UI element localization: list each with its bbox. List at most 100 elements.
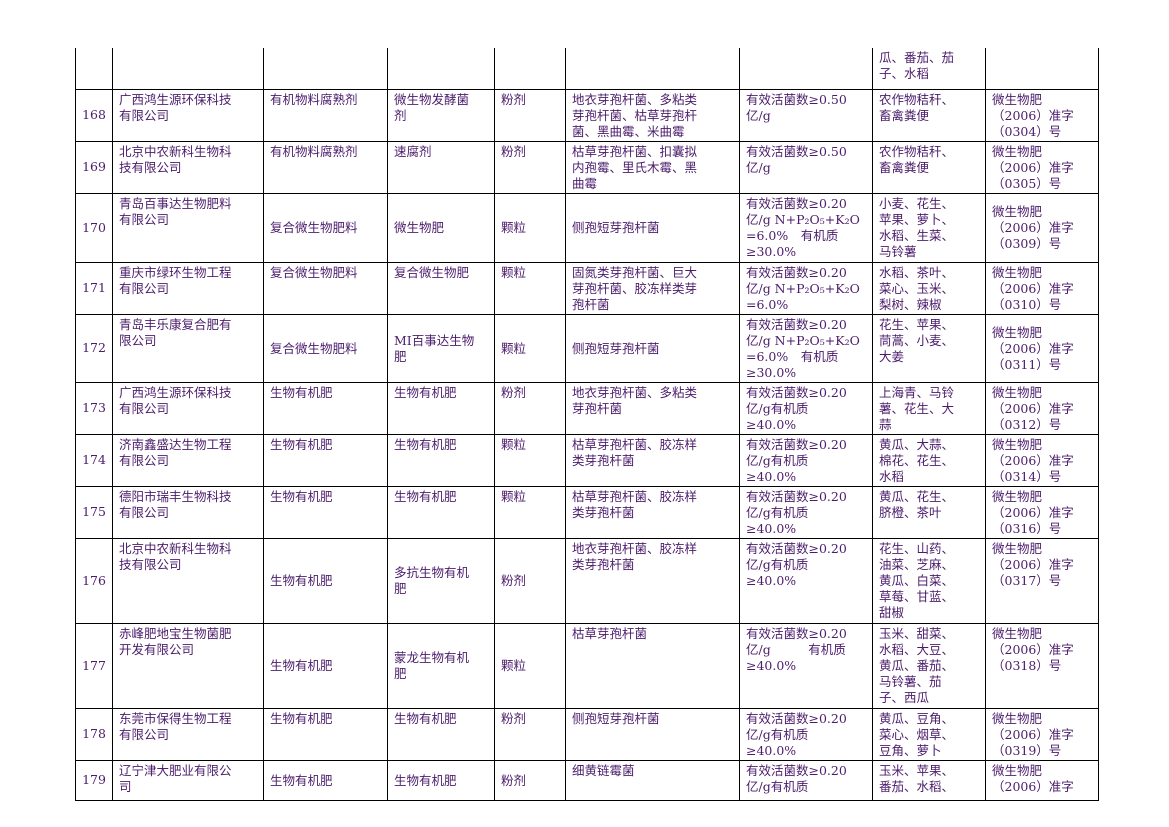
cell-category: 生物有机肥	[263, 759, 388, 801]
cell-form: 粉剂	[494, 537, 566, 624]
cell-name: MI百事达生物 肥	[387, 313, 495, 383]
cell-license: 微生物肥 （2006）准字 （0310）号	[985, 261, 1099, 315]
table-row: 171 重庆市绿环生物工程 有限公司 复合微生物肥料 复合微生物肥 颗粒 固氮类芽孢杆菌、…	[75, 261, 1099, 315]
cell-no: 171	[75, 261, 113, 315]
registration-table: 瓜、番茄、茄 子、水稻 168 广西鸿生源环保科技 有限公司 有机物料腐熟剂 微生物发酵…	[75, 48, 1099, 801]
cell-strains: 枯草芽孢杆菌、胶冻样 类芽孢杆菌	[565, 433, 740, 487]
cell-strains: 侧孢短芽孢杆菌	[565, 707, 740, 761]
cell-license	[985, 48, 1099, 90]
cell-company: 广西鸿生源环保科技 有限公司	[112, 381, 264, 435]
cell-form: 颗粒	[494, 313, 566, 383]
table-row: 177 赤峰肥地宝生物菌肥 开发有限公司 生物有机肥 蒙龙生物有机 肥颗粒 枯草芽孢杆菌…	[75, 622, 1099, 709]
cell-license: 微生物肥 （2006）准字 （0318）号	[985, 622, 1099, 709]
cell-category: 生物有机肥	[263, 707, 388, 761]
cell-form: 粉剂	[494, 88, 566, 142]
cell-no: 179	[75, 759, 113, 801]
cell-strains: 枯草芽孢杆菌	[565, 622, 740, 709]
cell-content: 有效活菌数≥0.20 亿/g N+P₂O₅+K₂O =6.0% 有机质 ≥30.…	[739, 192, 873, 263]
cell-content: 有效活菌数≥0.50 亿/g	[739, 140, 873, 194]
cell-category: 复合微生物肥料	[263, 192, 388, 263]
cell-form	[494, 48, 566, 90]
table-row: 178 东莞市保得生物工程 有限公司 生物有机肥 生物有机肥 粉剂 侧孢短芽孢杆菌 有效活菌…	[75, 707, 1099, 761]
cell-no: 177	[75, 622, 113, 709]
cell-crops: 上海青、马铃 薯、花生、大 蒜	[872, 381, 986, 435]
cell-license: 微生物肥 （2006）准字 （0309）号	[985, 192, 1099, 263]
cell-name: 蒙龙生物有机 肥	[387, 622, 495, 709]
cell-crops: 瓜、番茄、茄 子、水稻	[872, 48, 986, 90]
cell-content	[739, 48, 873, 90]
cell-company: 赤峰肥地宝生物菌肥 开发有限公司	[112, 622, 264, 709]
cell-name: 生物有机肥	[387, 433, 495, 487]
table-row: 179 辽宁津大肥业有限公 司生物有机肥 生物有机肥 粉剂 细黄链霉菌 有效活菌数≥0.2…	[75, 759, 1099, 801]
cell-no: 173	[75, 381, 113, 435]
cell-strains: 地衣芽孢杆菌、多粘类 芽孢杆菌	[565, 381, 740, 435]
cell-name	[387, 48, 495, 90]
cell-license: 微生物肥 （2006）准字 （0304）号	[985, 88, 1099, 142]
cell-form: 颗粒	[494, 485, 566, 539]
cell-name: 生物有机肥	[387, 707, 495, 761]
cell-form: 颗粒	[494, 622, 566, 709]
table-body: 瓜、番茄、茄 子、水稻 168 广西鸿生源环保科技 有限公司 有机物料腐熟剂 微生物发酵…	[75, 48, 1099, 801]
cell-company: 济南鑫盛达生物工程 有限公司	[112, 433, 264, 487]
cell-content: 有效活菌数≥0.20 亿/g有机质	[739, 759, 873, 801]
cell-form: 颗粒	[494, 433, 566, 487]
cell-form: 粉剂	[494, 381, 566, 435]
cell-crops: 黄瓜、花生、 脐橙、茶叶	[872, 485, 986, 539]
cell-crops: 水稻、茶叶、 菜心、玉米、 梨树、辣椒	[872, 261, 986, 315]
cell-category: 有机物料腐熟剂	[263, 140, 388, 194]
cell-content: 有效活菌数≥0.20 亿/g 有机质 ≥40.0%	[739, 622, 873, 709]
cell-no: 174	[75, 433, 113, 487]
cell-company	[112, 48, 264, 90]
table-row: 174 济南鑫盛达生物工程 有限公司 生物有机肥 生物有机肥 颗粒 枯草芽孢杆菌、胶冻样 …	[75, 433, 1099, 487]
cell-crops: 花生、苹果、 茼蒿、小麦、 大姜	[872, 313, 986, 383]
cell-content: 有效活菌数≥0.20 亿/g有机质 ≥40.0%	[739, 433, 873, 487]
table-row: 175 德阳市瑞丰生物科技 有限公司 生物有机肥 生物有机肥 颗粒 枯草芽孢杆菌、胶冻样 …	[75, 485, 1099, 539]
cell-company: 辽宁津大肥业有限公 司	[112, 759, 264, 801]
cell-no: 176	[75, 537, 113, 624]
cell-no: 178	[75, 707, 113, 761]
cell-name: 生物有机肥	[387, 485, 495, 539]
cell-crops: 黄瓜、大蒜、 棉花、花生、 水稻	[872, 433, 986, 487]
cell-category: 复合微生物肥料	[263, 313, 388, 383]
cell-category: 生物有机肥	[263, 537, 388, 624]
cell-license: 微生物肥 （2006）准字 （0305）号	[985, 140, 1099, 194]
cell-license: 微生物肥 （2006）准字	[985, 759, 1099, 801]
cell-crops: 玉米、苹果、 番茄、水稻、	[872, 759, 986, 801]
cell-category	[263, 48, 388, 90]
cell-strains: 固氮类芽孢杆菌、巨大 芽孢杆菌、胶冻样类芽 孢杆菌	[565, 261, 740, 315]
cell-strains	[565, 48, 740, 90]
cell-category: 生物有机肥	[263, 622, 388, 709]
cell-license: 微生物肥 （2006）准字 （0317）号	[985, 537, 1099, 624]
cell-company: 广西鸿生源环保科技 有限公司	[112, 88, 264, 142]
table-row: 172 青岛丰乐康复合肥有 限公司 复合微生物肥料 MI百事达生物 肥颗粒 侧孢短芽孢杆…	[75, 313, 1099, 383]
cell-form: 粉剂	[494, 140, 566, 194]
cell-company: 青岛丰乐康复合肥有 限公司	[112, 313, 264, 383]
cell-strains: 侧孢短芽孢杆菌	[565, 313, 740, 383]
cell-content: 有效活菌数≥0.20 亿/g有机质 ≥40.0%	[739, 707, 873, 761]
cell-strains: 地衣芽孢杆菌、胶冻样 类芽孢杆菌	[565, 537, 740, 624]
cell-content: 有效活菌数≥0.20 亿/g N+P₂O₅+K₂O =6.0% 有机质 ≥30.…	[739, 313, 873, 383]
cell-company: 北京中农新科生物科 技有限公司	[112, 537, 264, 624]
cell-strains: 侧孢短芽孢杆菌	[565, 192, 740, 263]
table-row: 176 北京中农新科生物科 技有限公司 生物有机肥 多抗生物有机 肥粉剂 地衣芽孢杆菌、…	[75, 537, 1099, 624]
cell-strains: 枯草芽孢杆菌、扣囊拟 内孢霉、里氏木霉、黑 曲霉	[565, 140, 740, 194]
cell-strains: 枯草芽孢杆菌、胶冻样 类芽孢杆菌	[565, 485, 740, 539]
cell-company: 青岛百事达生物肥料 有限公司	[112, 192, 264, 263]
cell-category: 复合微生物肥料	[263, 261, 388, 315]
cell-form: 粉剂	[494, 759, 566, 801]
cell-company: 北京中农新科生物科 技有限公司	[112, 140, 264, 194]
cell-company: 东莞市保得生物工程 有限公司	[112, 707, 264, 761]
cell-content: 有效活菌数≥0.20 亿/g有机质 ≥40.0%	[739, 537, 873, 624]
cell-no: 170	[75, 192, 113, 263]
cell-no: 175	[75, 485, 113, 539]
table-row: 169 北京中农新科生物科 技有限公司 有机物料腐熟剂 速腐剂 粉剂 枯草芽孢杆菌、扣囊拟…	[75, 140, 1099, 194]
cell-name: 复合微生物肥	[387, 261, 495, 315]
cell-category: 生物有机肥	[263, 485, 388, 539]
cell-form: 颗粒	[494, 261, 566, 315]
cell-crops: 小麦、花生、 苹果、萝卜、 水稻、生菜、 马铃薯	[872, 192, 986, 263]
cell-content: 有效活菌数≥0.50 亿/g	[739, 88, 873, 142]
cell-license: 微生物肥 （2006）准字 （0314）号	[985, 433, 1099, 487]
cell-content: 有效活菌数≥0.20 亿/g N+P₂O₅+K₂O =6.0%	[739, 261, 873, 315]
cell-name: 微生物发酵菌 剂	[387, 88, 495, 142]
cell-license: 微生物肥 （2006）准字 （0311）号	[985, 313, 1099, 383]
